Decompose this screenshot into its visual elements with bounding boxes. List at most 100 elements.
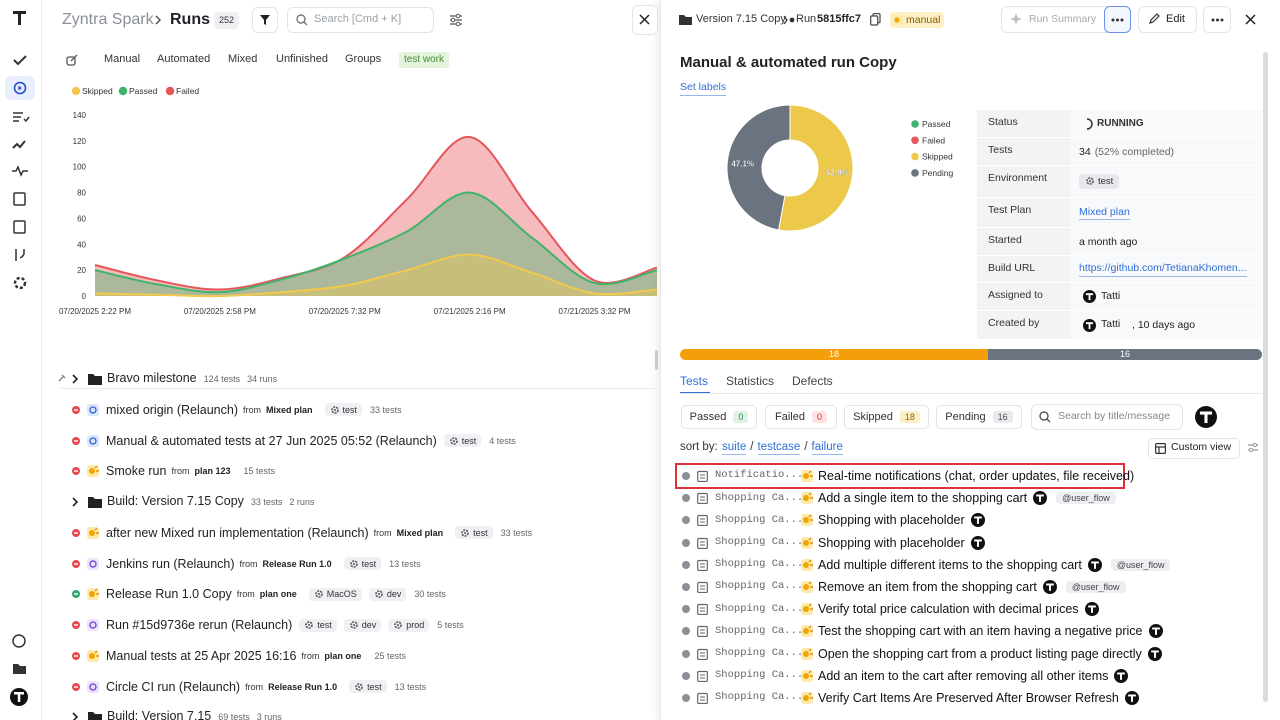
view-icon-shape[interactable] (1155, 446, 1166, 454)
icon[interactable] (13, 276, 27, 290)
view-settings-shape[interactable] (450, 17, 456, 23)
more-button[interactable] (1203, 6, 1231, 33)
set-labels-link[interactable]: Set labels (680, 81, 727, 96)
close-icon[interactable] (639, 14, 650, 25)
run-row[interactable]: Release Run 1.0 Copy from plan one MacOS dev… (106, 586, 446, 602)
icon[interactable] (12, 634, 26, 648)
test-search-box[interactable] (1031, 404, 1183, 430)
filter-chip[interactable]: Failed 0 (765, 405, 837, 429)
test-row[interactable]: Add multiple different items to the shop… (818, 557, 1171, 573)
filter-label[interactable]: Passed (689, 411, 727, 423)
run-name[interactable]: Release Run 1.0 Copy (106, 587, 232, 602)
test-row[interactable]: Shopping with placeholder (818, 535, 985, 551)
detail-tab[interactable]: Tests (680, 373, 709, 388)
icon[interactable] (12, 140, 26, 149)
test-title[interactable]: Verify Cart Items Are Preserved After Br… (818, 691, 1119, 705)
filter-label[interactable]: Skipped (853, 411, 893, 423)
sort-option[interactable]: failure (811, 441, 843, 455)
icon[interactable] (13, 112, 30, 123)
run-name[interactable]: Run #15d9736e rerun (Relaunch) (106, 618, 293, 632)
plan-name[interactable]: plan 123 (194, 466, 231, 477)
tab[interactable]: Manual (104, 53, 141, 66)
custom-view-button[interactable] (1148, 438, 1240, 459)
filter-count[interactable]: 0 (811, 411, 827, 423)
run-name[interactable]: Jenkins run (Relaunch) (106, 556, 235, 571)
test-suite[interactable]: Shopping Ca... (715, 624, 804, 637)
icon[interactable] (13, 81, 27, 95)
expand-chevron[interactable] (71, 712, 79, 720)
test-row[interactable]: Real-time notifications (chat, order upd… (818, 468, 1134, 484)
test-suite[interactable]: Shopping Ca... (715, 558, 804, 571)
edit-icon-shape[interactable] (1149, 13, 1160, 24)
test-title[interactable]: Remove an item from the shopping cart (818, 580, 1037, 594)
group-name[interactable]: Build: Version 7.15 Copy (107, 494, 244, 508)
filter-chip[interactable]: Pending 16 (936, 405, 1022, 429)
group-row[interactable]: Build: Version 7.15 69 tests 3 runs (107, 709, 282, 720)
run-name[interactable]: Smoke run (106, 464, 167, 479)
filter-label[interactable]: Pending (945, 411, 986, 423)
group-row[interactable]: Build: Version 7.15 Copy 33 tests 2 runs (107, 494, 314, 510)
tab-icon[interactable] (66, 54, 78, 66)
close-icon[interactable] (1245, 14, 1256, 25)
run-name[interactable]: mixed origin (Relaunch) (106, 402, 239, 417)
icon[interactable] (13, 192, 26, 206)
run-row[interactable]: mixed origin (Relaunch) from Mixed plan tes… (106, 402, 402, 418)
test-title[interactable]: Add a single item to the shopping cart (818, 491, 1028, 506)
user-name[interactable]: Tatti (1101, 289, 1121, 302)
test-title[interactable]: Add an item to the cart after removing a… (818, 668, 1109, 683)
plan-name[interactable]: Mixed plan (396, 527, 444, 538)
run-row[interactable]: Manual tests at 25 Apr 2025 16:16 from pla… (106, 648, 406, 664)
test-suite[interactable]: Shopping Ca... (715, 602, 804, 615)
expand-chevron[interactable] (71, 497, 79, 507)
search-box[interactable] (287, 7, 434, 33)
filter-button[interactable] (252, 7, 278, 33)
tab-badge[interactable]: test work (399, 52, 450, 68)
filter-icon[interactable] (259, 14, 271, 26)
dots-icon-shape[interactable] (1116, 18, 1119, 22)
expand-chevron[interactable] (71, 374, 79, 384)
view-settings-shape[interactable] (455, 21, 461, 27)
view-icon-shape[interactable] (1155, 443, 1166, 454)
dots-icon-shape[interactable] (1211, 18, 1215, 22)
detail-tab[interactable]: Statistics (726, 373, 775, 388)
plan-name[interactable]: Release Run 1.0 (268, 681, 338, 692)
expand-chevron-shape[interactable] (72, 497, 79, 507)
test-suite[interactable]: Shopping Ca... (715, 691, 804, 704)
test-title[interactable]: Add multiple different items to the shop… (818, 557, 1082, 572)
run-row[interactable]: Jenkins run (Relaunch) from Release Run 1.… (106, 556, 421, 572)
filter-count[interactable]: 16 (992, 411, 1013, 423)
test-suite[interactable]: Shopping Ca... (715, 491, 804, 504)
breadcrumb-milestone[interactable]: Version 7.15 Copy (696, 13, 786, 26)
filter-chip[interactable]: Skipped 18 (844, 405, 929, 429)
test-suite[interactable]: Notificatio... (715, 469, 804, 482)
tab-icon-shape[interactable] (70, 54, 78, 62)
expand-chevron-shape[interactable] (72, 712, 79, 720)
test-suite[interactable]: Shopping Ca... (715, 580, 804, 593)
sort-option[interactable]: suite (722, 441, 747, 455)
test-row[interactable]: Open the shopping cart from a product li… (818, 646, 1162, 662)
tab[interactable]: Mixed (228, 53, 258, 66)
run-name[interactable]: Manual tests at 25 Apr 2025 16:16 (106, 648, 297, 663)
test-row[interactable]: Verify Cart Items Are Preserved After Br… (818, 690, 1139, 706)
filter-icon-shape[interactable] (260, 15, 270, 25)
test-row[interactable]: Verify total price calculation with deci… (818, 601, 1099, 617)
test-row[interactable]: Add a single item to the shopping cart @u… (818, 490, 1116, 506)
sort-option[interactable]: testcase (757, 441, 801, 455)
test-suite[interactable]: Shopping Ca... (715, 536, 804, 549)
run-name[interactable]: Manual & automated tests at 27 Jun 2025 … (106, 433, 437, 448)
test-title[interactable]: Open the shopping cart from a product li… (818, 646, 1142, 661)
test-suite[interactable]: Shopping Ca... (715, 669, 804, 682)
info-link[interactable]: Mixed plan (1079, 206, 1130, 220)
test-row[interactable]: Remove an item from the shopping cart @us… (818, 579, 1126, 595)
test-title[interactable]: Shopping with placeholder (818, 535, 965, 550)
plan-name[interactable]: plan one (259, 589, 297, 600)
test-search-placeholder[interactable]: Search by title/message (1058, 410, 1171, 423)
test-title[interactable]: Verify total price calculation with deci… (818, 602, 1079, 617)
expand-chevron-shape[interactable] (72, 374, 79, 384)
info-link[interactable]: https://github.com/TetianaKhomen... (1079, 262, 1247, 277)
filter-count[interactable]: 0 (733, 411, 749, 423)
dots-icon[interactable] (1111, 18, 1124, 22)
test-row[interactable]: Add an item to the cart after removing a… (818, 668, 1129, 684)
plan-name[interactable]: Mixed plan (266, 404, 313, 415)
icon[interactable] (13, 220, 26, 234)
